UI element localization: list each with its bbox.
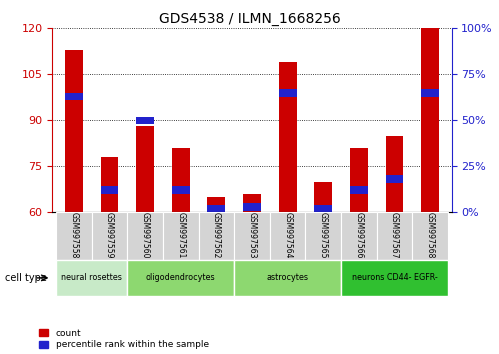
Bar	[100, 187, 118, 194]
Text: oligodendrocytes: oligodendrocytes	[146, 273, 216, 282]
Bar	[350, 148, 368, 212]
Bar	[243, 194, 261, 212]
Bar	[270, 212, 305, 260]
Bar	[350, 187, 368, 194]
Bar	[199, 212, 234, 260]
Legend: count, percentile rank within the sample: count, percentile rank within the sample	[39, 329, 209, 349]
Text: GSM997559: GSM997559	[105, 212, 114, 258]
Text: GSM997561: GSM997561	[176, 212, 185, 258]
Text: neural rosettes: neural rosettes	[61, 273, 122, 282]
Text: neurons CD44- EGFR-: neurons CD44- EGFR-	[352, 273, 438, 282]
Bar	[136, 116, 154, 124]
Text: GSM997563: GSM997563	[248, 212, 256, 258]
Bar	[65, 50, 83, 212]
Bar	[243, 203, 261, 211]
Bar	[136, 126, 154, 212]
Bar	[314, 182, 332, 212]
Bar	[234, 212, 270, 260]
Bar	[314, 205, 332, 212]
Text: GSM997565: GSM997565	[319, 212, 328, 258]
Text: GSM997560: GSM997560	[141, 212, 150, 258]
Bar	[341, 260, 448, 296]
Text: cell type: cell type	[5, 273, 47, 283]
Bar	[172, 148, 190, 212]
Bar	[127, 260, 234, 296]
Bar	[341, 212, 377, 260]
Bar	[305, 212, 341, 260]
Text: GSM997558: GSM997558	[69, 212, 78, 258]
Bar	[386, 176, 404, 183]
Text: GSM997567: GSM997567	[390, 212, 399, 258]
Bar	[163, 212, 199, 260]
Bar	[56, 260, 127, 296]
Bar	[386, 136, 404, 212]
Text: GSM997562: GSM997562	[212, 212, 221, 258]
Text: astrocytes: astrocytes	[266, 273, 309, 282]
Bar	[377, 212, 412, 260]
Text: GSM997564: GSM997564	[283, 212, 292, 258]
Bar	[56, 212, 92, 260]
Bar	[208, 197, 225, 212]
Bar	[172, 187, 190, 194]
Bar	[421, 28, 439, 212]
Bar	[421, 89, 439, 97]
Bar	[65, 93, 83, 100]
Text: GSM997568: GSM997568	[426, 212, 435, 258]
Text: GSM997566: GSM997566	[354, 212, 363, 258]
Bar	[279, 89, 296, 97]
Bar	[127, 212, 163, 260]
Bar	[412, 212, 448, 260]
Bar	[208, 205, 225, 212]
Bar	[279, 62, 296, 212]
Bar	[92, 212, 127, 260]
Bar	[100, 157, 118, 212]
Text: GDS4538 / ILMN_1668256: GDS4538 / ILMN_1668256	[159, 12, 340, 27]
Bar	[234, 260, 341, 296]
